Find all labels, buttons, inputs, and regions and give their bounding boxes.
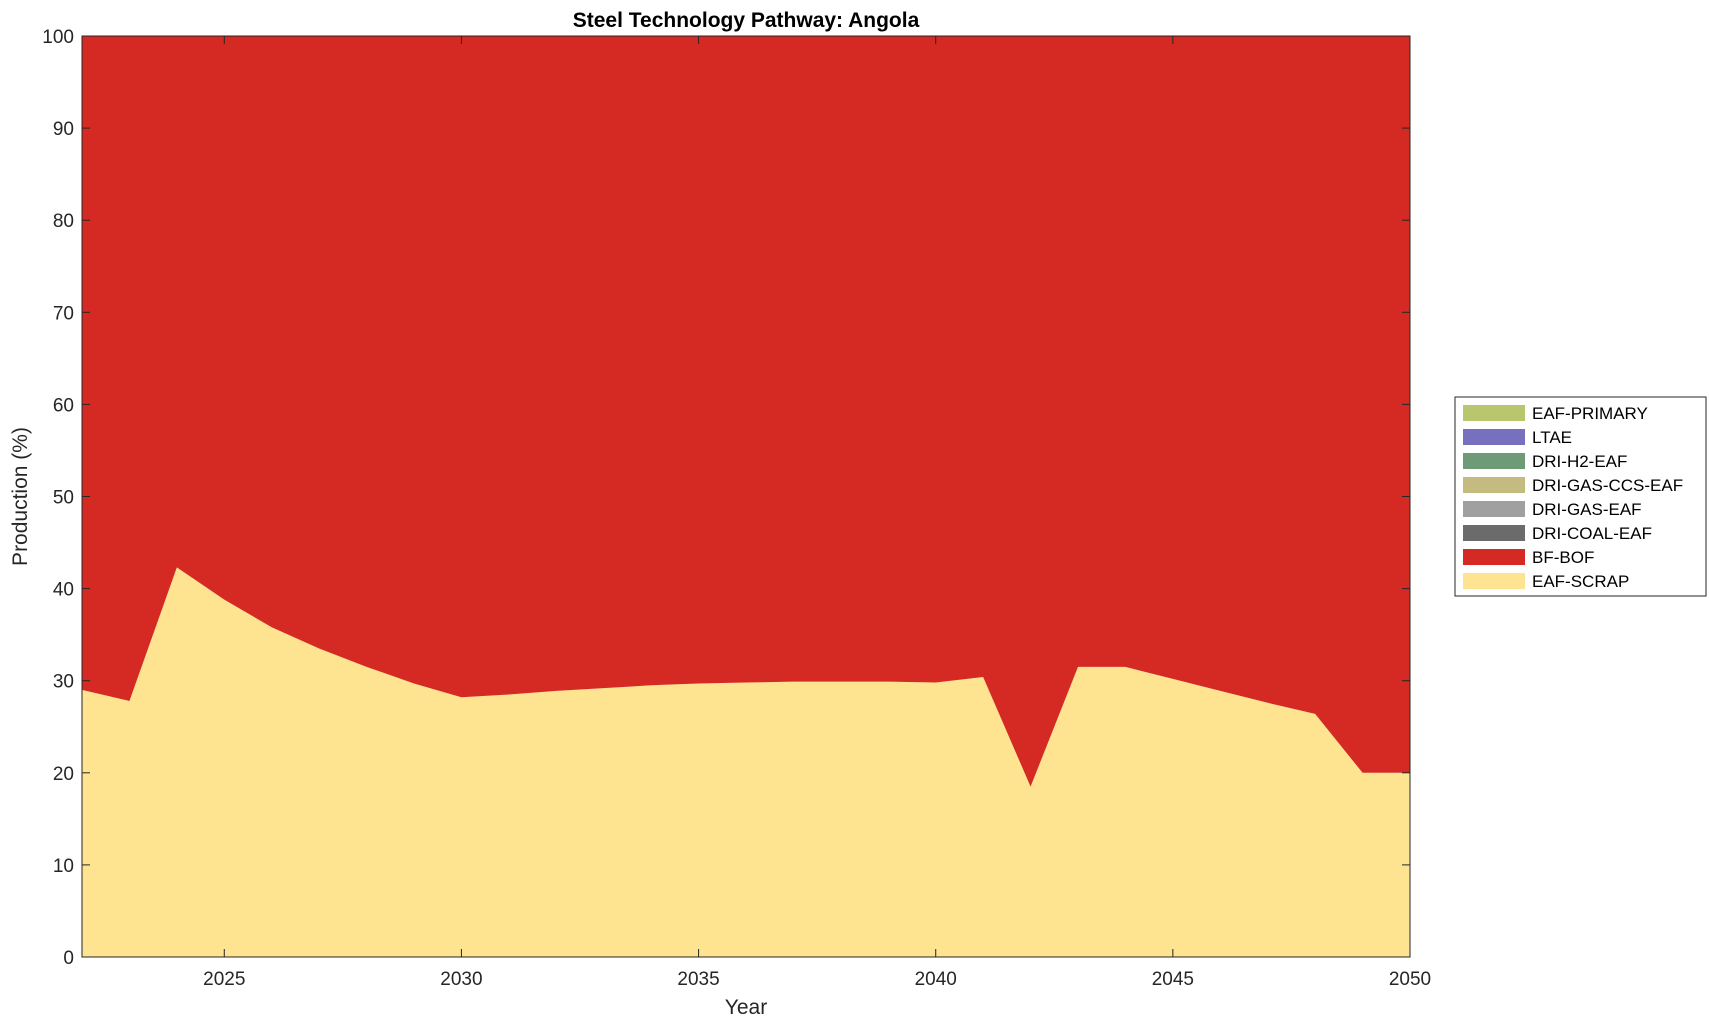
legend-swatch-dri-coal-eaf [1463,525,1525,541]
x-tick-label: 2050 [1389,969,1431,990]
y-tick-label: 70 [53,303,74,324]
area-eaf-scrap [82,567,1410,957]
legend-label-dri-gas-ccs-eaf: DRI-GAS-CCS-EAF [1532,476,1683,495]
legend: EAF-PRIMARY LTAE DRI-H2-EAF DRI-GAS-CCS-EAF… [1454,396,1707,597]
legend-label-ltae: LTAE [1532,428,1572,447]
legend-swatch-bf-bof [1463,549,1525,565]
legend-swatch-dri-h2-eaf [1463,453,1525,469]
area-bf-bof [82,36,1410,787]
x-axis-title: Year [725,996,767,1019]
x-tick-label: 2030 [440,969,482,990]
y-tick-label: 50 [53,488,74,509]
y-tick-label: 100 [42,27,74,48]
y-tick-label: 20 [53,764,74,785]
legend-label-dri-gas-eaf: DRI-GAS-EAF [1532,500,1642,519]
ticks-layer: 2025 2030 2035 2040 2045 20500102030405060708… [42,27,1431,990]
y-tick-label: 30 [53,672,74,693]
areas-layer [82,36,1410,957]
y-tick-label: 90 [53,119,74,140]
y-axis-title: Production (%) [9,427,32,566]
y-tick-label: 0 [63,948,74,969]
x-tick-label: 2040 [915,969,957,990]
y-tick-label: 10 [53,856,74,877]
legend-label-dri-coal-eaf: DRI-COAL-EAF [1532,524,1652,543]
y-tick-label: 80 [53,211,74,232]
legend-label-bf-bof: BF-BOF [1532,548,1594,567]
legend-swatch-eaf-primary [1463,405,1525,421]
legend-swatch-dri-gas-eaf [1463,501,1525,517]
legend-swatch-dri-gas-ccs-eaf [1463,477,1525,493]
chart-title: Steel Technology Pathway: Angola [573,9,920,32]
legend-label-dri-h2-eaf: DRI-H2-EAF [1532,452,1627,471]
y-tick-label: 40 [53,580,74,601]
legend-swatch-ltae [1463,429,1525,445]
legend-label-eaf-primary: EAF-PRIMARY [1532,404,1648,423]
x-tick-label: 2025 [203,969,245,990]
legend-label-eaf-scrap: EAF-SCRAP [1532,572,1629,591]
y-tick-label: 60 [53,395,74,416]
x-tick-label: 2035 [677,969,719,990]
legend-swatch-eaf-scrap [1463,573,1525,589]
x-tick-label: 2045 [1152,969,1194,990]
